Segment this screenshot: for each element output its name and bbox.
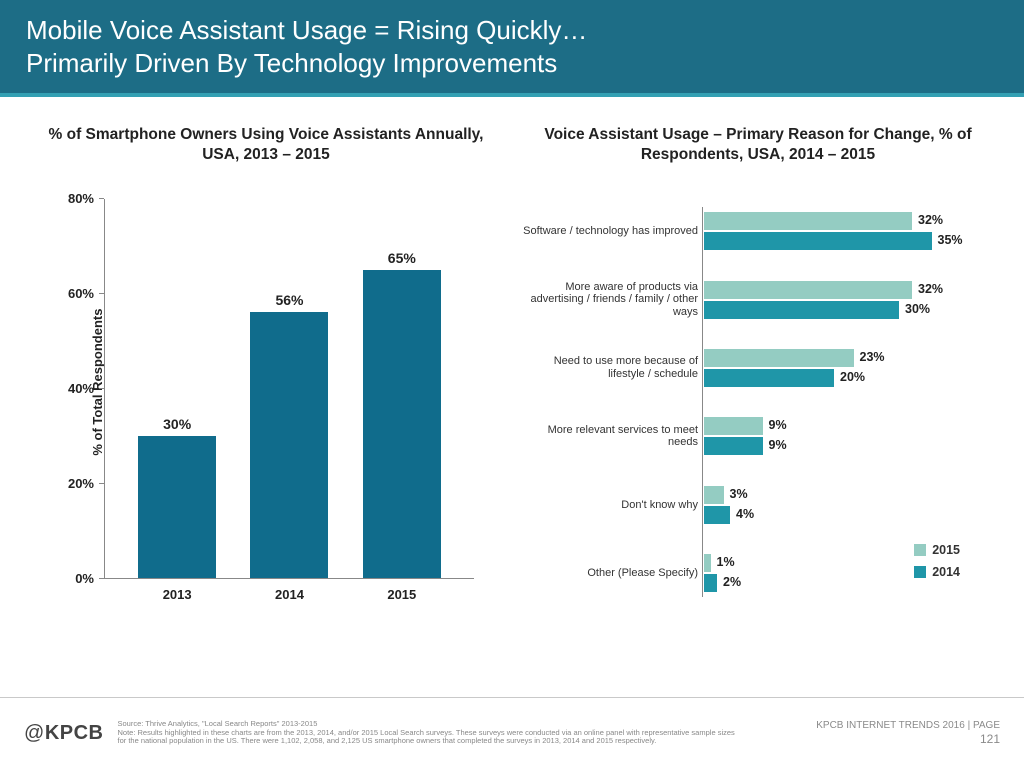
hchart-group-bars: 9%9% — [704, 412, 964, 460]
legend-label: 2014 — [932, 565, 960, 579]
hchart-group: More aware of products via advertising /… — [522, 276, 964, 324]
header-line-1: Mobile Voice Assistant Usage = Rising Qu… — [26, 14, 998, 47]
hchart-bar — [704, 212, 912, 230]
hchart-value-label: 2% — [723, 575, 741, 589]
hchart-bar — [704, 301, 899, 319]
hchart-group-bars: 32%30% — [704, 276, 964, 324]
hchart-group: More relevant services to meet needs9%9% — [522, 412, 964, 460]
hchart-category-label: Don't know why — [522, 499, 704, 512]
bar-rect — [363, 270, 441, 579]
hchart-bar — [704, 554, 711, 572]
legend-item: 2014 — [914, 565, 960, 579]
hchart-bar — [704, 417, 763, 435]
note-line: Note: Results highlighted in these chart… — [117, 729, 737, 746]
bar-column: 56%2014 — [250, 292, 328, 578]
legend-swatch — [914, 544, 926, 556]
hchart-group-bars: 3%4% — [704, 481, 964, 529]
hchart-bar — [704, 506, 730, 524]
hchart-group-bars: 32%35% — [704, 207, 964, 255]
logo-text: KPCB — [45, 722, 104, 744]
kpcb-logo: @KPCB — [24, 722, 103, 745]
left-chart-title: % of Smartphone Owners Using Voice Assis… — [30, 125, 502, 165]
bar-column: 65%2015 — [363, 250, 441, 579]
bar-category-label: 2013 — [163, 587, 192, 602]
trend-label: KPCB INTERNET TRENDS 2016 | PAGE — [816, 719, 1000, 732]
hchart-category-label: Need to use more because of lifestyle / … — [522, 355, 704, 380]
hchart-value-label: 1% — [717, 555, 735, 569]
bar-column: 30%2013 — [138, 416, 216, 579]
hchart-category-label: More relevant services to meet needs — [522, 424, 704, 449]
logo-prefix: @ — [24, 722, 45, 744]
right-chart-title: Voice Assistant Usage – Primary Reason f… — [522, 125, 994, 165]
hchart-bar — [704, 369, 834, 387]
horizontal-bar-chart: Software / technology has improved32%35%… — [522, 189, 994, 619]
hchart-groups: Software / technology has improved32%35%… — [522, 207, 964, 597]
page-info: KPCB INTERNET TRENDS 2016 | PAGE 121 — [816, 719, 1000, 748]
hchart-value-label: 4% — [736, 507, 754, 521]
bar-value-label: 56% — [275, 292, 303, 308]
hchart-value-label: 30% — [905, 302, 930, 316]
bar-value-label: 65% — [388, 250, 416, 266]
hchart-value-label: 20% — [840, 370, 865, 384]
hchart-bar — [704, 281, 912, 299]
left-panel: % of Smartphone Owners Using Voice Assis… — [30, 125, 502, 619]
hchart-group: Need to use more because of lifestyle / … — [522, 344, 964, 392]
legend-swatch — [914, 566, 926, 578]
hchart-value-label: 35% — [938, 233, 963, 247]
legend-label: 2015 — [932, 543, 960, 557]
hchart-bar — [704, 437, 763, 455]
hchart-value-label: 9% — [769, 438, 787, 452]
hchart-category-label: Other (Please Specify) — [522, 567, 704, 580]
page-number: 121 — [816, 732, 1000, 748]
hchart-legend: 2015 2014 — [914, 543, 960, 579]
hchart-bar — [704, 232, 932, 250]
hchart-group: Other (Please Specify) 1% 2% — [522, 549, 964, 597]
hchart-group: Don't know why3%4% — [522, 481, 964, 529]
bar-rect — [138, 436, 216, 579]
bar-category-label: 2014 — [275, 587, 304, 602]
bar-chart: % of Total Respondents 30%201356%201465%… — [30, 189, 502, 619]
hchart-bar — [704, 574, 717, 592]
hchart-value-label: 32% — [918, 282, 943, 296]
hchart-group: Software / technology has improved32%35% — [522, 207, 964, 255]
hchart-value-label: 32% — [918, 213, 943, 227]
slide-footer: @KPCB Source: Thrive Analytics, "Local S… — [0, 697, 1024, 768]
hchart-bar — [704, 349, 854, 367]
bar-chart-bars: 30%2013 56%2014 65%2015 — [105, 199, 474, 578]
legend-item: 2015 — [914, 543, 960, 557]
hchart-category-label: Software / technology has improved — [522, 225, 704, 238]
bar-chart-ytick-label: 20% — [68, 476, 94, 491]
hchart-category-label: More aware of products via advertising /… — [522, 281, 704, 319]
bar-chart-ytick-label: 60% — [68, 286, 94, 301]
bar-value-label: 30% — [163, 416, 191, 432]
hchart-value-label: 9% — [769, 418, 787, 432]
hchart-group-bars: 23%20% — [704, 344, 964, 392]
header-line-2: Primarily Driven By Technology Improveme… — [26, 47, 998, 80]
hchart-value-label: 23% — [860, 350, 885, 364]
right-panel: Voice Assistant Usage – Primary Reason f… — [522, 125, 994, 619]
bar-rect — [250, 312, 328, 578]
hchart-value-label: 3% — [730, 487, 748, 501]
bar-category-label: 2015 — [387, 587, 416, 602]
content-row: % of Smartphone Owners Using Voice Assis… — [0, 97, 1024, 619]
bar-chart-ytick-label: 40% — [68, 381, 94, 396]
bar-chart-ytick-label: 80% — [68, 191, 94, 206]
bar-chart-plot: 30%2013 56%2014 65%2015 — [104, 199, 474, 579]
footnotes: Source: Thrive Analytics, "Local Search … — [117, 720, 737, 746]
bar-chart-ytick-label: 0% — [75, 571, 94, 586]
hchart-bar — [704, 486, 724, 504]
slide-header: Mobile Voice Assistant Usage = Rising Qu… — [0, 0, 1024, 97]
